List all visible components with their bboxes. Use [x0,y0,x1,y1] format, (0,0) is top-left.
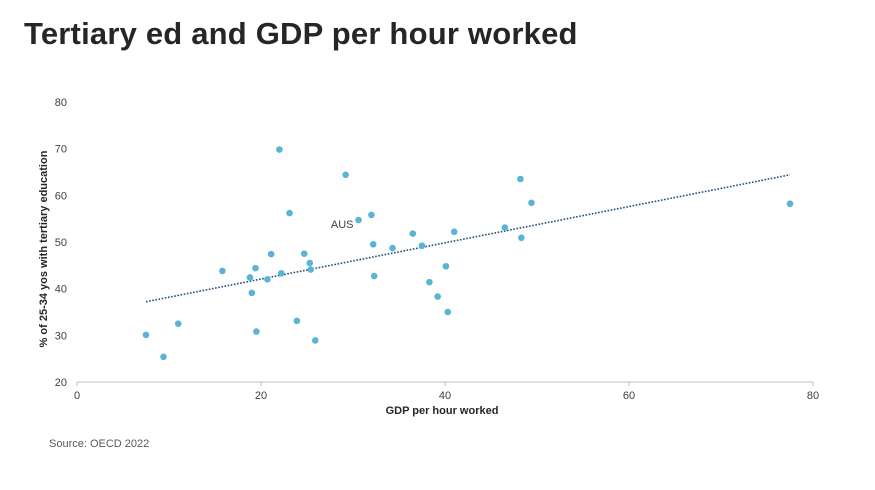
data-point [142,331,150,339]
y-axis-title: % of 25-34 yos with tertiary education [38,150,50,347]
data-point [786,200,794,208]
data-point [267,250,275,258]
data-point [246,274,254,281]
data-point [426,278,433,286]
trendline [145,174,791,303]
data-point [501,224,509,231]
data-point [442,262,450,270]
x-tick-label: 0 [74,390,80,402]
data-point [306,259,314,267]
x-tick-label: 60 [623,390,635,402]
annotations: AUS [331,219,354,231]
y-tick-label: 40 [55,284,67,296]
data-point [293,317,301,325]
y-tick-label: 80 [55,97,67,109]
data-point [517,175,524,183]
data-points [142,146,794,361]
data-point [286,209,293,217]
y-tick-label: 60 [55,190,67,202]
data-point [311,337,319,344]
y-tick-label: 70 [55,144,67,156]
chart-axes: 20 30 40 50 60 70 80 0 20 40 60 80 [55,97,819,402]
y-tick-label: 30 [55,330,67,342]
data-point [409,230,417,237]
trendline-group [145,174,791,303]
data-point [369,241,377,248]
data-point [370,272,378,280]
data-point [368,211,375,219]
data-point [264,276,271,283]
data-point [518,234,525,242]
data-point [444,308,452,316]
data-point [355,216,362,224]
data-point [300,250,308,257]
data-point [174,320,182,327]
data-point [277,269,285,277]
x-tick-label: 40 [439,390,451,402]
page-title: Tertiary ed and GDP per hour worked [24,16,578,51]
data-point [276,146,283,153]
data-point [253,328,260,335]
data-point [434,293,441,300]
data-point [389,244,396,252]
annotation-label: AUS [331,219,354,231]
y-tick-label: 50 [55,237,67,249]
data-point [528,199,535,207]
x-tick-label: 80 [807,390,819,402]
data-point [219,267,226,275]
data-point [160,353,167,361]
x-tick-label: 20 [255,390,267,402]
data-point [252,264,259,272]
data-point [248,289,256,297]
source-note: Source: OECD 2022 [49,438,150,450]
x-axis-title: GDP per hour worked [386,405,499,417]
data-point [307,266,314,273]
y-tick-label: 20 [55,377,67,389]
data-point [418,242,426,250]
data-point [342,171,349,179]
data-point [450,228,458,236]
